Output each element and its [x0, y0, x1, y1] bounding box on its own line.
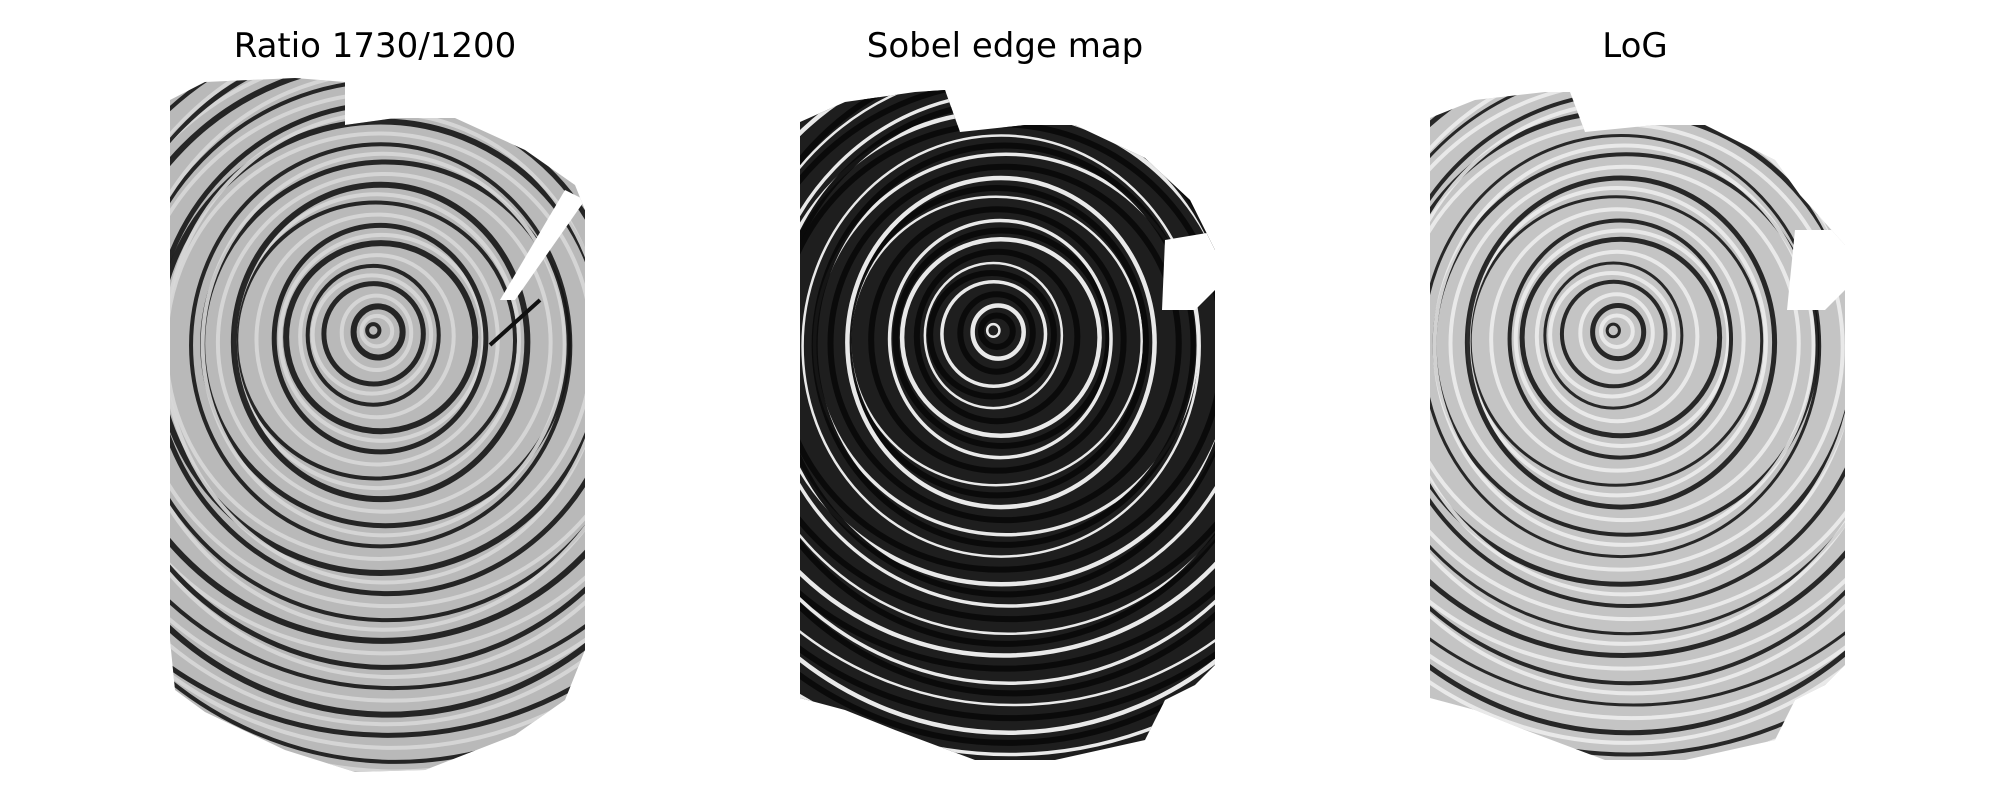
tree-ring [1430, 134, 1822, 559]
tree-ring [1543, 261, 1684, 410]
tree-ring [170, 78, 585, 632]
tree-ring [927, 269, 1057, 400]
tree-ring [985, 322, 1001, 339]
panel-sobel: Sobel edge map [725, 0, 1285, 800]
tree-ring [170, 78, 585, 680]
tree-ring [200, 151, 567, 538]
tree-ring [1559, 279, 1668, 389]
tree-ring [170, 78, 585, 644]
tree-ring [1430, 92, 1845, 707]
log-rings [1430, 92, 1845, 760]
tree-ring [170, 78, 585, 718]
tree-ring [845, 175, 1157, 510]
panel-ratio: Ratio 1730/1200 [95, 0, 655, 800]
tree-ring [892, 227, 1112, 449]
panel-title-ratio: Ratio 1730/1200 [233, 26, 517, 66]
tree-ring [913, 248, 1081, 425]
tree-ring [800, 90, 1215, 658]
tree-ring [298, 253, 456, 420]
tree-ring [359, 313, 395, 349]
tree-ring [170, 78, 585, 703]
tree-ring [940, 279, 1048, 389]
tree-ring [923, 261, 1064, 410]
panel-log: LoG [1355, 0, 1915, 800]
tree-ring [1430, 92, 1845, 622]
tree-ring [350, 303, 406, 361]
log-image [1430, 92, 1845, 760]
tree-ring [310, 273, 434, 396]
tree-ring [977, 312, 1016, 350]
tree-ring [1519, 236, 1723, 439]
tree-ring [800, 90, 1215, 735]
tree-ring [170, 78, 585, 738]
sobel-rings [800, 90, 1215, 760]
tree-ring [1430, 92, 1845, 696]
tree-ring [283, 240, 479, 435]
tree-ring [1430, 92, 1845, 636]
tree-ring [1464, 175, 1778, 510]
tree-ring [1590, 302, 1647, 362]
tree-ring [1430, 92, 1845, 757]
sobel-image [800, 90, 1215, 760]
tree-ring [800, 90, 1215, 707]
tree-ring [800, 90, 1215, 757]
tree-ring [800, 90, 1215, 697]
tree-ring [800, 90, 1215, 635]
tree-ring [170, 78, 585, 750]
tree-ring [230, 181, 531, 503]
tree-ring [170, 131, 585, 561]
tree-ring [1598, 313, 1635, 349]
tree-ring [957, 291, 1036, 375]
tree-ring [215, 172, 553, 514]
tree-ring [800, 90, 1215, 722]
tree-ring [1534, 249, 1700, 424]
panel-title-sobel: Sobel edge map [866, 26, 1144, 66]
tree-ring [271, 222, 489, 455]
tree-ring [800, 90, 1215, 672]
tree-ring [170, 78, 585, 764]
tree-ring [170, 118, 585, 576]
tree-ring [1578, 292, 1655, 374]
tree-ring [170, 78, 585, 670]
tree-ring [365, 322, 382, 339]
tree-ring [1448, 164, 1801, 523]
tree-ring [811, 142, 1197, 548]
tree-ring [899, 236, 1102, 439]
tree-ring [170, 78, 585, 727]
tree-ring [800, 90, 1215, 647]
tree-ring [1430, 92, 1845, 686]
tree-ring [970, 303, 1026, 361]
tree-ring [339, 293, 414, 373]
tree-ring [1430, 92, 1845, 745]
tree-ring [887, 218, 1113, 460]
tree-ring [1430, 92, 1845, 671]
tree-ring [1432, 143, 1816, 547]
tree-ring [800, 90, 1215, 685]
tree-ring [1513, 228, 1731, 448]
tree-ring [170, 78, 585, 656]
tree-ring [189, 142, 573, 549]
tree-ring [1548, 270, 1676, 399]
tree-ring [170, 78, 585, 691]
tree-ring [1430, 92, 1845, 721]
tree-ring [1430, 92, 1845, 646]
tree-ring [827, 163, 1182, 524]
panel-title-log: LoG [1602, 26, 1668, 66]
tree-ring [1489, 207, 1746, 473]
tree-ring [1507, 218, 1734, 460]
tree-ring [321, 281, 426, 387]
tree-ring [801, 134, 1201, 558]
tree-ring [800, 90, 1215, 746]
tree-ring [1430, 92, 1845, 659]
tree-ring [800, 90, 1215, 623]
tree-ring [868, 206, 1127, 474]
tree-ring [1430, 92, 1845, 736]
tree-ring [1605, 322, 1621, 339]
ratio-rings [170, 78, 585, 772]
tree-ring [305, 263, 441, 407]
ratio-image [170, 78, 585, 772]
